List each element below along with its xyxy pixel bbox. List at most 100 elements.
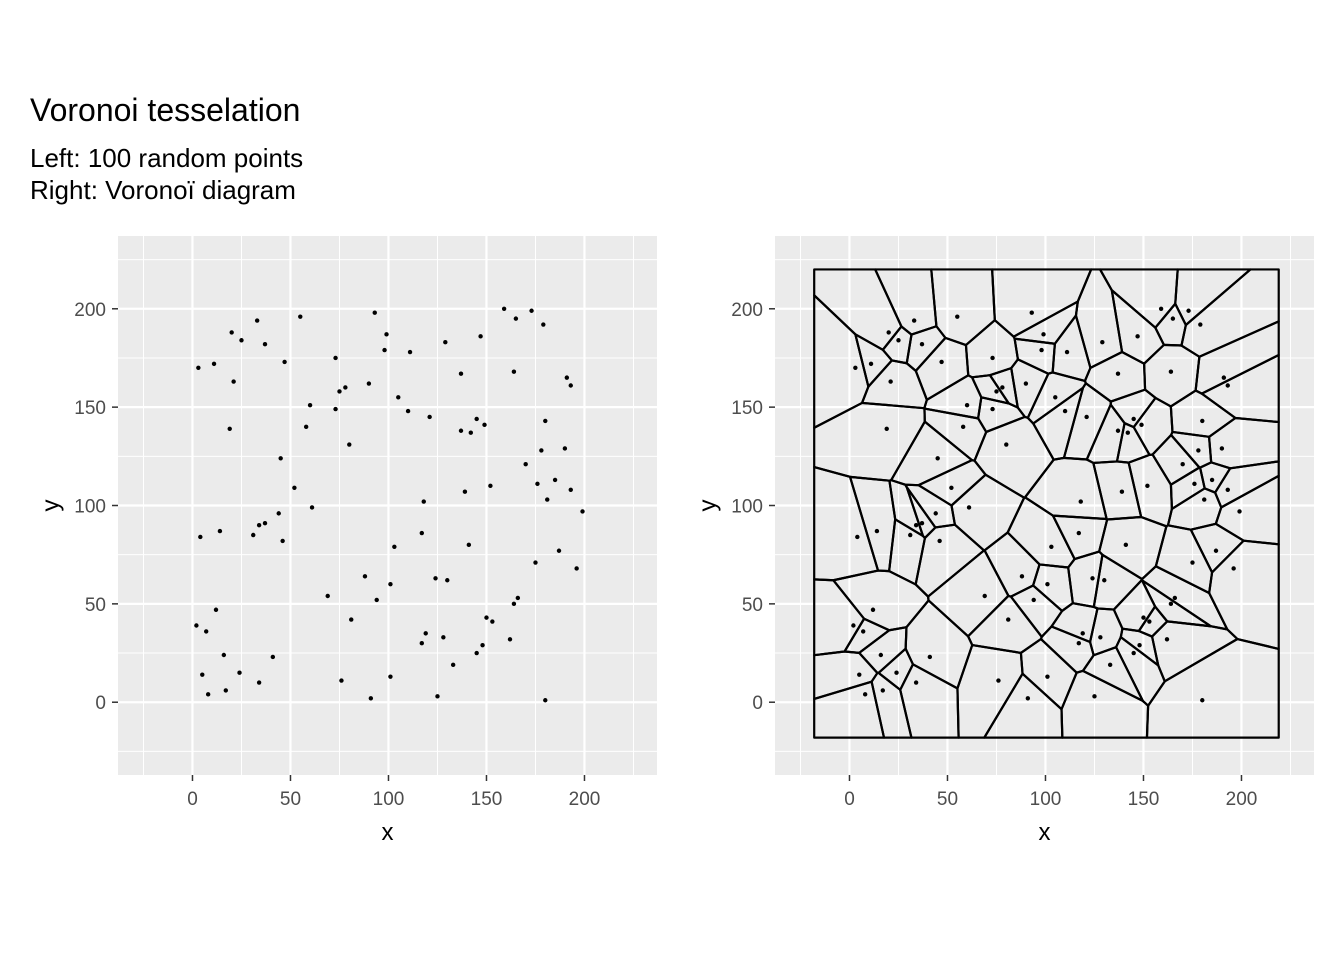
voronoi-seed-point: [870, 607, 876, 612]
voronoi-seed-point: [1200, 698, 1205, 703]
scatter-point: [231, 379, 236, 384]
scatter-point: [441, 635, 446, 640]
voronoi-cell: [1140, 565, 1229, 631]
voronoi-seed-point: [1115, 371, 1121, 376]
voronoi-seed-point: [1041, 332, 1046, 337]
scatter-point: [529, 308, 534, 313]
voronoi-x-tick-label: 0: [844, 789, 855, 810]
scatter-point: [488, 483, 493, 489]
scatter-point: [213, 607, 219, 612]
scatter-point: [462, 489, 468, 494]
scatter-point: [405, 408, 411, 414]
voronoi-seed-point: [1213, 548, 1219, 553]
scatter-point: [568, 487, 573, 492]
scatter-point: [421, 499, 426, 504]
voronoi-cell: [904, 599, 974, 690]
voronoi-seed-point: [1119, 489, 1125, 494]
voronoi-seed-point: [966, 505, 972, 510]
scatter-x-axis-title: x: [382, 819, 394, 846]
scatter-point: [229, 330, 234, 335]
voronoi-seed-point: [1006, 617, 1011, 622]
voronoi-x-tick-label: 50: [937, 789, 958, 810]
voronoi-seed-point: [935, 456, 940, 461]
scatter-point: [458, 371, 464, 376]
scatter-point: [423, 631, 428, 636]
scatter-point: [533, 560, 538, 565]
voronoi-seed-point: [851, 623, 856, 628]
voronoi-cell: [1023, 456, 1108, 521]
voronoi-seed-point: [1139, 422, 1144, 428]
scatter-point: [482, 422, 487, 428]
scatter-point: [501, 306, 507, 311]
voronoi-seed-point: [1107, 662, 1113, 668]
voronoi-seed-point: [1100, 340, 1105, 345]
scatter-point: [339, 678, 344, 683]
voronoi-seed-point: [1180, 461, 1185, 467]
scatter-point: [466, 542, 472, 548]
voronoi-panel: 0 50 100 150 200 0 50 100 150 200 x y: [694, 236, 1314, 846]
scatter-point: [239, 338, 244, 343]
voronoi-seed-point: [990, 406, 995, 412]
voronoi-seed-point: [939, 359, 944, 365]
voronoi-y-tick-label: 100: [731, 497, 763, 518]
voronoi-seed-point: [982, 593, 987, 599]
voronoi-seed-point: [1029, 310, 1034, 315]
scatter-point: [333, 355, 338, 361]
voronoi-cell: [1145, 637, 1280, 739]
voronoi-seed-point: [949, 485, 954, 490]
voronoi-seed-point: [933, 511, 938, 516]
voronoi-seed-point: [884, 426, 889, 431]
voronoi-seed-point: [853, 365, 858, 370]
scatter-y-tick-label: 150: [74, 398, 106, 419]
scatter-point: [443, 340, 448, 345]
scatter-point: [507, 637, 513, 642]
voronoi-seed-point: [1098, 635, 1103, 640]
voronoi-seed-point: [937, 538, 942, 544]
voronoi-seed-point: [896, 338, 901, 343]
scatter-point: [262, 341, 268, 347]
chart-subtitle-line-1: Left: 100 random points: [30, 143, 304, 173]
scatter-point: [366, 381, 372, 386]
scatter-point: [237, 670, 242, 675]
scatter-point: [562, 446, 568, 451]
voronoi-seed-point: [1080, 631, 1085, 636]
scatter-point: [282, 359, 287, 365]
scatter-point: [223, 688, 228, 693]
voronoi-seed-point: [1158, 306, 1164, 311]
scatter-point: [580, 509, 585, 514]
voronoi-seed-point: [1123, 542, 1129, 548]
voronoi-seed-point: [990, 355, 995, 361]
scatter-point: [480, 642, 485, 648]
scatter-y-tick-label: 100: [74, 497, 106, 518]
scatter-point: [382, 347, 387, 353]
scatter-point: [535, 481, 540, 487]
voronoi-y-tick-label: 200: [731, 300, 763, 321]
scatter-point: [194, 623, 199, 628]
scatter-point: [388, 581, 393, 587]
voronoi-seed-point: [1039, 347, 1044, 353]
scatter-point: [262, 521, 268, 526]
voronoi-seed-point: [1045, 581, 1050, 587]
scatter-point: [539, 448, 544, 453]
voronoi-seed-point: [868, 361, 874, 367]
scatter-point: [458, 428, 464, 433]
voronoi-seed-point: [874, 528, 880, 534]
scatter-point: [307, 402, 313, 408]
voronoi-seed-point: [1164, 637, 1170, 642]
scatter-point: [543, 698, 548, 703]
scatter-point: [511, 369, 517, 374]
voronoi-seed-point: [1170, 316, 1176, 321]
voronoi-seed-point: [927, 654, 933, 660]
scatter-point: [254, 318, 260, 323]
scatter-point: [468, 430, 473, 435]
scatter-y-axis-title: y: [37, 500, 64, 512]
voronoi-seed-point: [1147, 619, 1152, 624]
scatter-point: [270, 654, 276, 660]
voronoi-seed-point: [1221, 375, 1227, 380]
voronoi-x-tick-label: 150: [1128, 789, 1160, 810]
scatter-y-tick-label: 200: [74, 300, 106, 321]
scatter-point: [280, 538, 285, 544]
scatter-y-tick-label: 50: [85, 595, 106, 616]
voronoi-seed-point: [1168, 369, 1174, 374]
